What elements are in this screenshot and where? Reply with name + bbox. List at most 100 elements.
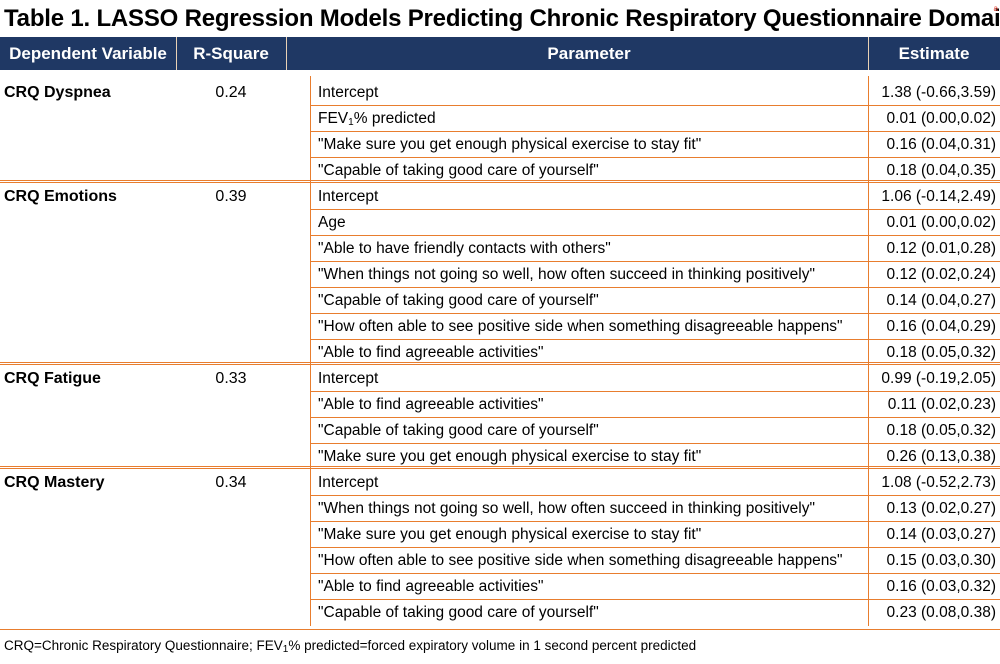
table-row: "Able to find agreeable activities" 0.16 … xyxy=(310,574,1000,600)
r-square-value: 0.33 xyxy=(215,370,247,387)
table-title: Table 1. LASSO Regression Models Predict… xyxy=(4,5,1000,32)
parameter-text: Intercept xyxy=(318,370,379,387)
parameter-text: Intercept xyxy=(318,188,379,205)
header-divider xyxy=(868,37,869,70)
parameter-cell: "How often able to see positive side whe… xyxy=(318,548,843,574)
footnote: CRQ=Chronic Respiratory Questionnaire; F… xyxy=(4,638,696,655)
dependent-variable: CRQ Fatigue xyxy=(4,370,101,387)
parameter-cell: "Able to have friendly contacts with oth… xyxy=(318,236,611,262)
parameter-cell: "When things not going so well, how ofte… xyxy=(318,262,815,288)
estimate-cell: 0.12 (0.01,0.28) xyxy=(886,240,996,257)
table-row: "Capable of taking good care of yourself… xyxy=(310,600,1000,626)
estimate-cell: 0.16 (0.03,0.32) xyxy=(886,578,996,595)
estimate-cell: 0.14 (0.03,0.27) xyxy=(886,526,996,543)
parameter-cell: "Make sure you get enough physical exerc… xyxy=(318,522,701,548)
column-header-dependent: Dependent Variable xyxy=(9,44,167,63)
parameter-cell: "Able to find agreeable activities" xyxy=(318,392,544,418)
r-square-value: 0.39 xyxy=(215,188,247,205)
estimate-cell: 0.18 (0.04,0.35) xyxy=(886,162,996,179)
parameter-cell: Age xyxy=(318,210,346,236)
row-divider xyxy=(310,235,1000,236)
parameter-text: "Able to find agreeable activities" xyxy=(318,344,544,361)
group-separator xyxy=(0,180,1000,183)
table-group: CRQ Dyspnea 0.24 Intercept 1.38 (-0.66,3.59… xyxy=(0,76,1000,184)
column-divider xyxy=(868,76,869,184)
parameter-text: "How often able to see positive side whe… xyxy=(318,318,843,335)
parameter-text: "Make sure you get enough physical exerc… xyxy=(318,136,702,153)
estimate-cell: 0.18 (0.05,0.32) xyxy=(886,344,996,361)
estimate-cell: 1.38 (-0.66,3.59) xyxy=(881,84,996,101)
corner-mark: a xyxy=(993,4,998,13)
table-row: FEV1% predicted 0.01 (0.00,0.02) xyxy=(310,106,1000,132)
estimate-cell: 1.06 (-0.14,2.49) xyxy=(881,188,996,205)
estimate-cell: 0.01 (0.00,0.02) xyxy=(886,214,996,231)
row-divider xyxy=(310,157,1000,158)
row-divider xyxy=(310,313,1000,314)
estimate-cell: 0.16 (0.04,0.29) xyxy=(886,318,996,335)
row-divider xyxy=(310,547,1000,548)
estimate-cell: 0.15 (0.03,0.30) xyxy=(886,552,996,569)
table-row: Age 0.01 (0.00,0.02) xyxy=(310,210,1000,236)
table-row: "Make sure you get enough physical exerc… xyxy=(310,522,1000,548)
column-header-rsquare: R-Square xyxy=(193,44,269,63)
estimate-cell: 1.08 (-0.52,2.73) xyxy=(881,474,996,491)
parameter-text: "Able to find agreeable activities" xyxy=(318,578,544,595)
parameter-cell: "Capable of taking good care of yourself… xyxy=(318,600,599,626)
parameter-cell: "Capable of taking good care of yourself… xyxy=(318,418,599,444)
parameter-cell: Intercept xyxy=(318,184,378,210)
parameter-cell: "When things not going so well, how ofte… xyxy=(318,496,815,522)
estimate-cell: 0.18 (0.05,0.32) xyxy=(886,422,996,439)
row-divider xyxy=(310,131,1000,132)
parameter-text: "When things not going so well, how ofte… xyxy=(318,500,815,517)
header-divider xyxy=(286,37,287,70)
dependent-variable: CRQ Dyspnea xyxy=(4,84,111,101)
table-bottom-border xyxy=(0,629,1000,630)
parameter-text: "Able to have friendly contacts with oth… xyxy=(318,240,611,257)
row-divider xyxy=(310,573,1000,574)
row-divider xyxy=(310,339,1000,340)
parameter-text: Intercept xyxy=(318,474,379,491)
estimate-cell: 0.11 (0.02,0.23) xyxy=(887,396,996,413)
row-divider xyxy=(310,417,1000,418)
parameter-text: "Capable of taking good care of yourself… xyxy=(318,292,599,309)
column-divider xyxy=(310,76,311,184)
column-header-estimate: Estimate xyxy=(898,44,970,63)
row-divider xyxy=(310,287,1000,288)
header-divider xyxy=(176,37,177,70)
r-square-value: 0.34 xyxy=(215,474,247,491)
table-row: Intercept 1.06 (-0.14,2.49) xyxy=(310,184,1000,210)
table-row: "When things not going so well, how ofte… xyxy=(310,262,1000,288)
table-group: CRQ Emotions 0.39 Intercept 1.06 (-0.14,2.4… xyxy=(0,180,1000,366)
table-row: "How often able to see positive side whe… xyxy=(310,548,1000,574)
parameter-cell: Intercept xyxy=(318,470,378,496)
parameter-text: "Capable of taking good care of yourself… xyxy=(318,422,599,439)
row-divider xyxy=(310,521,1000,522)
parameter-cell: "How often able to see positive side whe… xyxy=(318,314,843,340)
parameter-text: "Able to find agreeable activities" xyxy=(318,396,544,413)
parameter-text: "Make sure you get enough physical exerc… xyxy=(318,526,702,543)
parameter-text: FEV1% predicted xyxy=(318,110,436,128)
estimate-cell: 0.14 (0.04,0.27) xyxy=(886,292,996,309)
row-divider xyxy=(310,495,1000,496)
group-separator xyxy=(0,466,1000,469)
row-divider xyxy=(310,209,1000,210)
parameter-cell: "Capable of taking good care of yourself… xyxy=(318,158,599,184)
row-divider xyxy=(310,105,1000,106)
table-row: "How often able to see positive side whe… xyxy=(310,314,1000,340)
estimate-cell: 0.23 (0.08,0.38) xyxy=(886,604,996,621)
table-row: "Able to find agreeable activities" 0.18 … xyxy=(310,340,1000,366)
estimate-cell: 0.13 (0.02,0.27) xyxy=(886,500,996,517)
dependent-variable: CRQ Emotions xyxy=(4,188,117,205)
parameter-cell: "Able to find agreeable activities" xyxy=(318,574,544,600)
table-row: Intercept 1.08 (-0.52,2.73) xyxy=(310,470,1000,496)
row-divider xyxy=(310,261,1000,262)
table-row: "When things not going so well, how ofte… xyxy=(310,496,1000,522)
estimate-cell: 0.26 (0.13,0.38) xyxy=(886,448,996,465)
table-group: CRQ Mastery 0.34 Intercept 1.08 (-0.52,2.73… xyxy=(0,466,1000,626)
estimate-cell: 0.99 (-0.19,2.05) xyxy=(881,370,996,387)
column-divider xyxy=(310,183,311,366)
estimate-cell: 0.12 (0.02,0.24) xyxy=(886,266,996,283)
row-divider xyxy=(310,599,1000,600)
table-row: "Able to have friendly contacts with oth… xyxy=(310,236,1000,262)
table-row: "Capable of taking good care of yourself… xyxy=(310,158,1000,184)
